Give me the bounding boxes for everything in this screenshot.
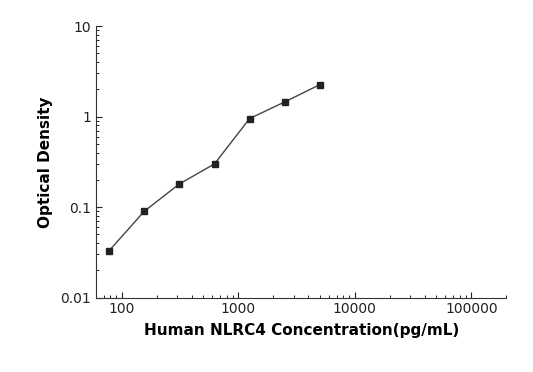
X-axis label: Human NLRC4 Concentration(pg/mL): Human NLRC4 Concentration(pg/mL) [143,323,459,339]
Y-axis label: Optical Density: Optical Density [38,96,53,228]
